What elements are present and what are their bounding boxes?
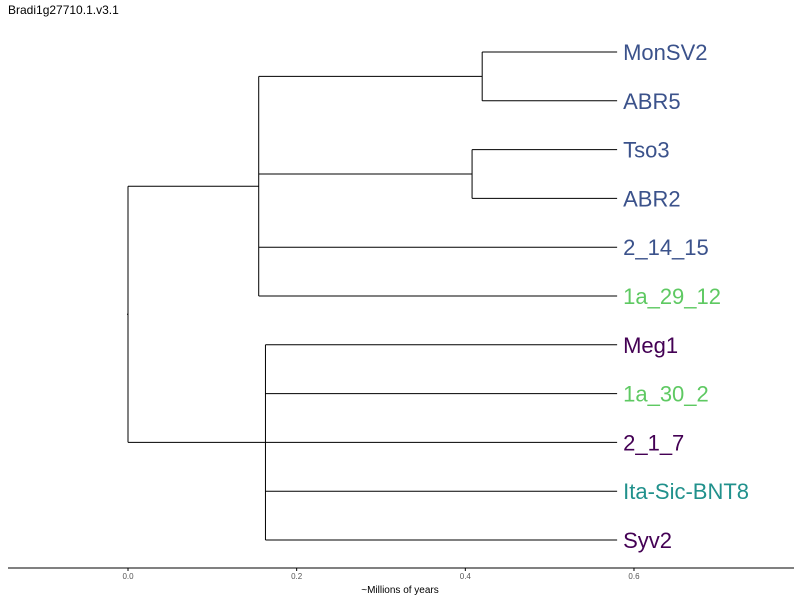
leaf-label: Ita-Sic-BNT8: [623, 479, 749, 504]
figure-title: Bradi1g27710.1.v3.1: [8, 3, 119, 17]
leaf-label: 1a_29_12: [623, 284, 721, 309]
x-tick-label: 0.2: [291, 572, 303, 581]
leaf-label: Syv2: [623, 528, 672, 553]
x-tick-label: 0.4: [460, 572, 472, 581]
x-tick-label: 0.6: [628, 572, 640, 581]
leaf-label: ABR2: [623, 186, 680, 211]
leaf-label: Meg1: [623, 333, 678, 358]
leaf-label: Tso3: [623, 138, 669, 163]
x-tick-label: 0.0: [122, 572, 134, 581]
leaf-label: 2_14_15: [623, 235, 709, 260]
leaf-label: 1a_30_2: [623, 382, 709, 407]
leaf-label: 2_1_7: [623, 430, 684, 455]
leaf-label: ABR5: [623, 89, 680, 114]
leaf-label: MonSV2: [623, 40, 707, 65]
x-axis-label: ~Millions of years: [361, 585, 439, 596]
